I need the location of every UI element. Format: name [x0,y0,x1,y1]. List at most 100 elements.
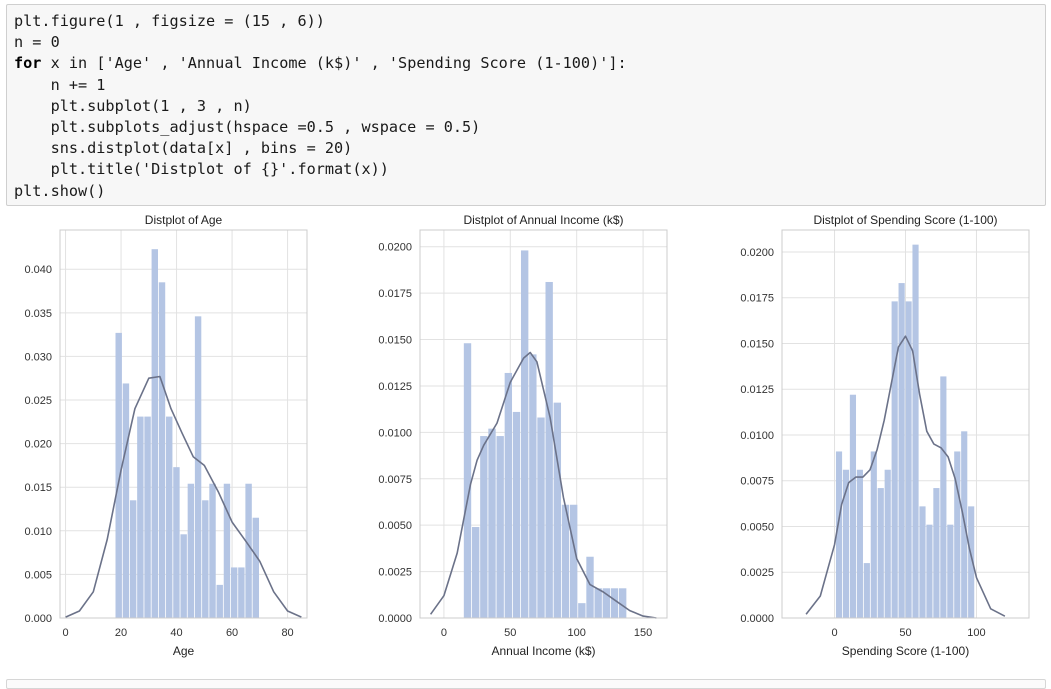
x-tick-label: 40 [170,627,182,639]
histogram-bar [252,517,260,618]
y-tick-label: 0.0125 [378,381,412,393]
next-cell[interactable] [6,679,1046,689]
x-tick-label: 60 [226,627,238,639]
y-tick-label: 0.020 [24,439,52,451]
code-text: plt.show() [14,181,106,200]
histogram-bar [180,534,187,618]
histogram-bar [884,469,891,618]
y-tick-label: 0.0175 [740,293,774,305]
histogram-bar [504,372,513,618]
y-tick-label: 0.0100 [378,427,412,439]
histogram-bar [463,343,472,618]
x-axis-label: Age [173,644,195,658]
chart-title: Distplot of Spending Score (1-100) [813,213,997,227]
histogram-bar [151,249,158,619]
code-text: plt.subplot(1 , 3 , n) [14,96,252,115]
y-tick-label: 0.035 [24,308,52,320]
code-line: for x in ['Age' , 'Annual Income (k$)' ,… [14,53,1045,74]
histogram-bar [926,524,933,618]
histogram-bar [529,354,537,618]
subplot-3: 0 50 100 0.0000 0.0025 0.0050 0.0075 0.0100 0.01… [740,213,1030,658]
histogram-bar [471,527,480,618]
histogram-bar [891,301,898,618]
histogram-bar [216,584,223,618]
histogram-bar [618,588,627,618]
histogram-bar [158,282,166,618]
histogram-bar [187,483,195,618]
y-tick-label: 0.0150 [378,335,412,347]
y-tick-label: 0.030 [24,351,52,363]
x-tick-label: 50 [504,627,516,639]
histogram-bar [849,394,857,618]
histogram-bar [912,244,919,618]
histogram-bar [166,416,173,618]
histogram-bar [905,301,912,618]
histogram-bar [842,469,850,618]
chart-title: Distplot of Annual Income (k$) [463,213,623,227]
x-tick-label: 20 [115,627,127,639]
y-tick-label: 0.0025 [740,567,774,579]
histogram-bar [137,416,144,618]
histogram-bar [512,411,521,618]
histogram-bar [835,451,843,618]
histogram-bar [520,250,529,618]
y-tick-label: 0.0200 [740,247,774,259]
code-text: n += 1 [14,75,106,94]
x-tick-label: 0 [441,627,447,639]
histogram-bar [553,402,562,618]
code-keyword: for [14,54,42,73]
subplot-1: 0 20 40 60 80 0.000 0.005 0.010 0.015 0.020 0.025 0… [24,213,308,658]
code-line: sns.distplot(data[x] , bins = 20) [14,138,1045,159]
x-axis-label: Spending Score (1-100) [842,644,969,658]
histogram-bar [919,506,926,618]
code-line: n = 0 [14,32,1045,53]
x-axis-label: Annual Income (k$) [491,644,595,658]
histogram-bar [863,563,870,618]
histogram-bar [545,281,553,618]
histogram-bar [968,506,975,618]
histogram-bar [209,483,216,618]
x-tick-label: 100 [568,627,586,639]
histogram-bar [144,416,151,618]
code-line: plt.subplot(1 , 3 , n) [14,96,1045,117]
axes-frame [59,229,308,619]
y-tick-label: 0.0000 [740,613,774,625]
y-tick-label: 0.0125 [740,384,774,396]
distplot-figure: 0 20 40 60 80 0.000 0.005 0.010 0.015 0.020 0.025 0… [24,213,1030,658]
histogram-bar [594,588,602,618]
histogram-bar [602,588,611,618]
code-text: sns.distplot(data[x] , bins = 20) [14,139,353,158]
x-tick-label: 50 [899,627,911,639]
kde-line [805,335,1006,617]
y-tick-label: 0.0075 [378,474,412,486]
histogram-bar [194,316,202,618]
x-tick-label: 80 [281,627,293,639]
histogram-bar [230,567,238,618]
y-tick-label: 0.025 [24,395,52,407]
y-tick-label: 0.0050 [378,520,412,532]
histogram-bar [933,488,940,618]
histogram-bar [870,451,877,618]
kde-line [65,375,302,618]
histogram-bar [173,467,180,618]
x-tick-label: 0 [62,627,68,639]
code-text: plt.subplots_adjust(hspace =0.5 , wspace… [14,117,481,136]
histogram-bar [856,469,863,618]
code-text: ['Age' , 'Annual Income (k$)' , 'Spendin… [87,54,627,73]
x-tick-label: 0 [831,627,837,639]
subplot-2: 0 50 100 150 0.0000 0.0025 0.0050 0.0075 0.0100 0… [378,213,668,658]
histogram-bar [954,451,961,618]
y-tick-label: 0.0050 [740,521,774,533]
code-line: plt.figure(1 , figsize = (15 , 6)) [14,11,1045,32]
histogram-bar [578,603,586,618]
histogram-bar [940,376,947,618]
histogram-bar [569,504,578,618]
y-tick-label: 0.005 [24,569,52,581]
x-tick-label: 150 [634,627,652,639]
histogram-bar [586,556,594,618]
histogram-bar [537,417,545,618]
y-tick-label: 0.0000 [378,613,412,625]
code-text: plt.title('Distplot of {}'.format(x)) [14,160,389,179]
code-line: plt.show() [14,181,1045,202]
